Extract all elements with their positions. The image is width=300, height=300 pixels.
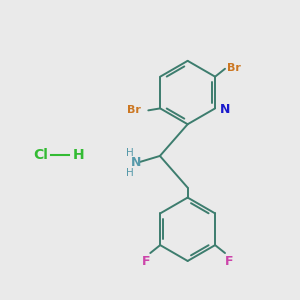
Text: H: H xyxy=(73,148,84,162)
Text: F: F xyxy=(142,256,151,268)
Text: N: N xyxy=(220,103,230,116)
Text: Cl: Cl xyxy=(33,148,48,162)
Text: Br: Br xyxy=(127,105,140,116)
Text: H: H xyxy=(126,168,134,178)
Text: N: N xyxy=(131,156,141,170)
Text: F: F xyxy=(225,256,233,268)
Text: H: H xyxy=(126,148,134,158)
Text: Br: Br xyxy=(227,63,241,73)
